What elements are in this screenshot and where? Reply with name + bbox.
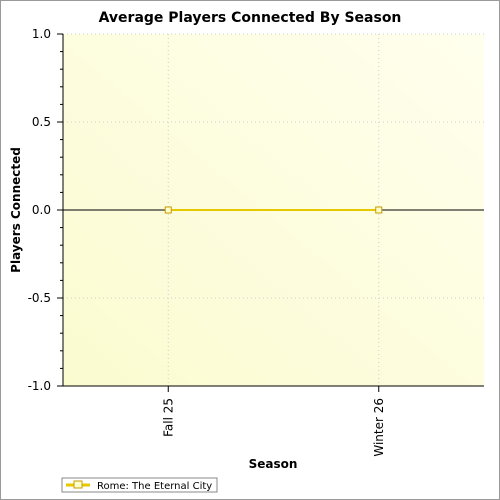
y-tick-label: -1.0 [28, 379, 51, 393]
y-tick-label: 0.5 [32, 115, 51, 129]
data-point-marker [164, 206, 172, 214]
x-tick-label: Winter 26 [372, 398, 386, 457]
chart-title: Average Players Connected By Season [99, 10, 402, 26]
x-tick-label: Fall 25 [161, 398, 175, 437]
y-tick-labels: 1.0 0.5 0.0 -0.5 -1.0 [28, 27, 51, 393]
legend-label: Rome: The Eternal City [97, 481, 212, 492]
axes [57, 33, 484, 392]
y-tick-label: 1.0 [32, 27, 51, 41]
y-tick-label: -0.5 [28, 291, 51, 305]
y-tick-label: 0.0 [32, 203, 51, 217]
data-points [164, 206, 383, 214]
x-axis-title: Season [249, 457, 298, 471]
legend: Rome: The Eternal City [61, 477, 218, 493]
legend-swatch-marker [73, 480, 83, 489]
legend-box [61, 477, 218, 493]
data-point-marker [375, 206, 383, 214]
y-axis-title: Players Connected [9, 147, 23, 273]
x-tick-labels: Fall 25 Winter 26 [161, 398, 386, 457]
